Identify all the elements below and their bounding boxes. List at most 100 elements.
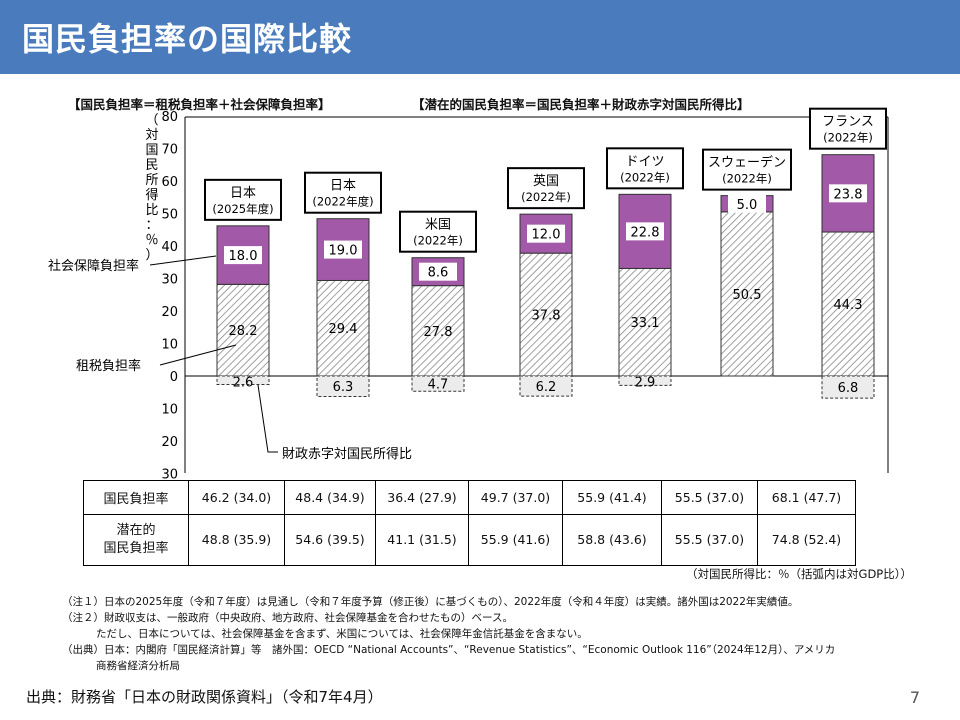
social-value-label: 23.8: [834, 187, 863, 202]
page-title: 国民負担率の国際比較: [22, 20, 353, 58]
social-value-label: 19.0: [329, 244, 358, 259]
category-country-label: 米国: [425, 218, 451, 233]
y-tick-label: 10: [161, 338, 178, 353]
category-country-label: 日本: [230, 186, 256, 201]
y-tick-label: 50: [161, 208, 178, 223]
table-cell: 74.8 (52.4): [757, 514, 856, 566]
table-row-header: 潜在的 国民負担率: [83, 514, 189, 566]
table-cell: 55.5 (37.0): [661, 480, 758, 515]
bar-fiscal-deficit: [618, 375, 672, 386]
deficit-value-label: 6.2: [536, 380, 557, 395]
annotation-deficit: 財政赤字対国民所得比: [282, 446, 412, 462]
category-year-label: (2025年度): [212, 202, 273, 216]
page-number: 7: [909, 688, 920, 707]
burden-rate-table: 国民負担率 46.2 (34.0) 48.4 (34.9) 36.4 (27.9) 49…: [83, 480, 856, 566]
category-year-label: (2022年): [413, 234, 463, 248]
table-row-potential-burden-rate: 潜在的 国民負担率 48.8 (35.9) 54.6 (39.5) 41.1 (31.5…: [83, 514, 856, 566]
social-value-label: 12.0: [532, 228, 561, 243]
bar-tax-burden: [720, 211, 774, 377]
tax-value-label: 27.8: [424, 325, 453, 340]
social-value-box: [419, 262, 457, 281]
table-row-header: 国民負担率: [83, 480, 189, 515]
table-cell: 49.7 (37.0): [468, 480, 563, 515]
category-label-box: [702, 148, 792, 191]
bar-fiscal-deficit: [316, 375, 370, 397]
category-year-label: (2022年度): [312, 195, 373, 209]
category-year-label: (2022年): [521, 190, 571, 204]
y-tick-label: 60: [161, 175, 178, 190]
tax-value-label: 50.5: [733, 288, 762, 303]
bar-tax-burden: [618, 267, 672, 377]
tax-value-label: 29.4: [329, 322, 358, 337]
category-label-box: [809, 107, 887, 150]
y-tick-label: 0: [170, 370, 178, 385]
annotation-social-security: 社会保障負担率: [48, 258, 139, 274]
category-label-box: [507, 167, 585, 210]
category-label-box: [204, 178, 282, 221]
category-year-label: (2022年): [722, 172, 772, 186]
y-tick-label: 20: [161, 435, 178, 450]
bar-tax-burden: [821, 231, 875, 377]
y-axis-label: （対国民所得比：％）: [145, 113, 158, 263]
annotation-tax: 租税負担率: [76, 358, 141, 374]
deficit-value-label: 2.6: [233, 376, 254, 391]
annotation-leader-deficit: [257, 384, 278, 453]
category-label-box: [399, 210, 477, 253]
category-year-label: (2022年): [620, 170, 670, 184]
y-tick-label: 40: [161, 240, 178, 255]
category-country-label: ドイツ: [625, 154, 664, 169]
social-value-box: [829, 184, 867, 203]
table-row-burden-rate: 国民負担率 46.2 (34.0) 48.4 (34.9) 36.4 (27.9) 49…: [83, 480, 856, 515]
bar-fiscal-deficit: [216, 375, 270, 385]
table-cell: 55.5 (37.0): [661, 514, 758, 566]
category-year-label: (2022年): [823, 131, 873, 145]
formula-burden-rate: 【国民負担率＝租税負担率＋社会保障負担率】: [68, 97, 331, 112]
deficit-value-label: 2.9: [635, 376, 656, 391]
social-value-box: [324, 240, 362, 259]
table-cell: 48.4 (34.9): [284, 480, 376, 515]
y-tick-label: 30: [161, 273, 178, 288]
table-cell: 54.6 (39.5): [284, 514, 376, 566]
category-country-label: 英国: [533, 174, 559, 189]
note-source: （出典）日本：内閣府「国民経済計算」等 諸外国：OECD “National A…: [62, 644, 836, 656]
note-source-continued: 商務省経済分析局: [96, 660, 180, 672]
table-cell: 36.4 (27.9): [375, 480, 469, 515]
tax-value-label: 37.8: [532, 309, 561, 324]
y-tick-label: 30: [161, 468, 178, 481]
table-cell: 68.1 (47.7): [757, 480, 856, 515]
tax-value-label: 28.2: [229, 324, 258, 339]
bar-fiscal-deficit: [519, 375, 573, 397]
y-tick-label: 70: [161, 143, 178, 158]
social-value-box: [626, 222, 664, 241]
formula-potential-burden-rate: 【潜在的国民負担率＝国民負担率＋財政赤字対国民所得比】: [412, 97, 750, 112]
table-cell: 55.9 (41.4): [562, 480, 662, 515]
bar-tax-burden: [519, 252, 573, 377]
annotation-leader-social: [149, 255, 217, 266]
bar-fiscal-deficit: [821, 375, 875, 399]
source-citation: 出典：財務省「日本の財政関係資料」（令和7年4月）: [26, 688, 383, 706]
category-country-label: スウェーデン: [708, 155, 786, 171]
social-value-box: [224, 246, 262, 265]
bar-fiscal-deficit: [411, 375, 465, 392]
social-value-box: [728, 194, 766, 213]
table-cell: 46.2 (34.0): [188, 480, 285, 515]
footnotes: （注１）日本の2025年度（令和７年度）は見通し（令和７年度予算（修正後）に基づ…: [62, 594, 835, 674]
annotation-leader-tax: [159, 344, 237, 366]
category-label-box: [606, 147, 684, 190]
deficit-value-label: 6.3: [333, 380, 354, 395]
note-1: （注１）日本の2025年度（令和７年度）は見通し（令和７年度予算（修正後）に基づ…: [62, 596, 799, 608]
title-bar: 国民負担率の国際比較: [0, 0, 960, 74]
table-cell: 55.9 (41.6): [468, 514, 563, 566]
y-tick-label: 20: [161, 305, 178, 320]
table-cell: 58.8 (43.6): [562, 514, 662, 566]
stacked-bar-chart: 80 70 60 50 40 30 20 10 0 10 20 30 （対国民所得比：％） 2.6 28…: [48, 107, 889, 481]
table-cell: 48.8 (35.9): [188, 514, 285, 566]
category-country-label: 日本: [330, 179, 356, 194]
tax-value-label: 44.3: [834, 298, 863, 313]
category-label-box: [304, 171, 382, 214]
table-unit-note: （対国民所得比：％（括弧内は対GDP比））: [686, 567, 912, 581]
note-2-continued: ただし、日本については、社会保障基金を含まず、米国については、社会保障年金信託基…: [96, 628, 588, 640]
y-tick-label: 10: [161, 403, 178, 418]
social-value-label: 22.8: [631, 225, 660, 240]
note-2: （注２）財政収支は、一般政府（中央政府、地方政府、社会保障基金を合わせたもの）ベ…: [62, 612, 513, 624]
